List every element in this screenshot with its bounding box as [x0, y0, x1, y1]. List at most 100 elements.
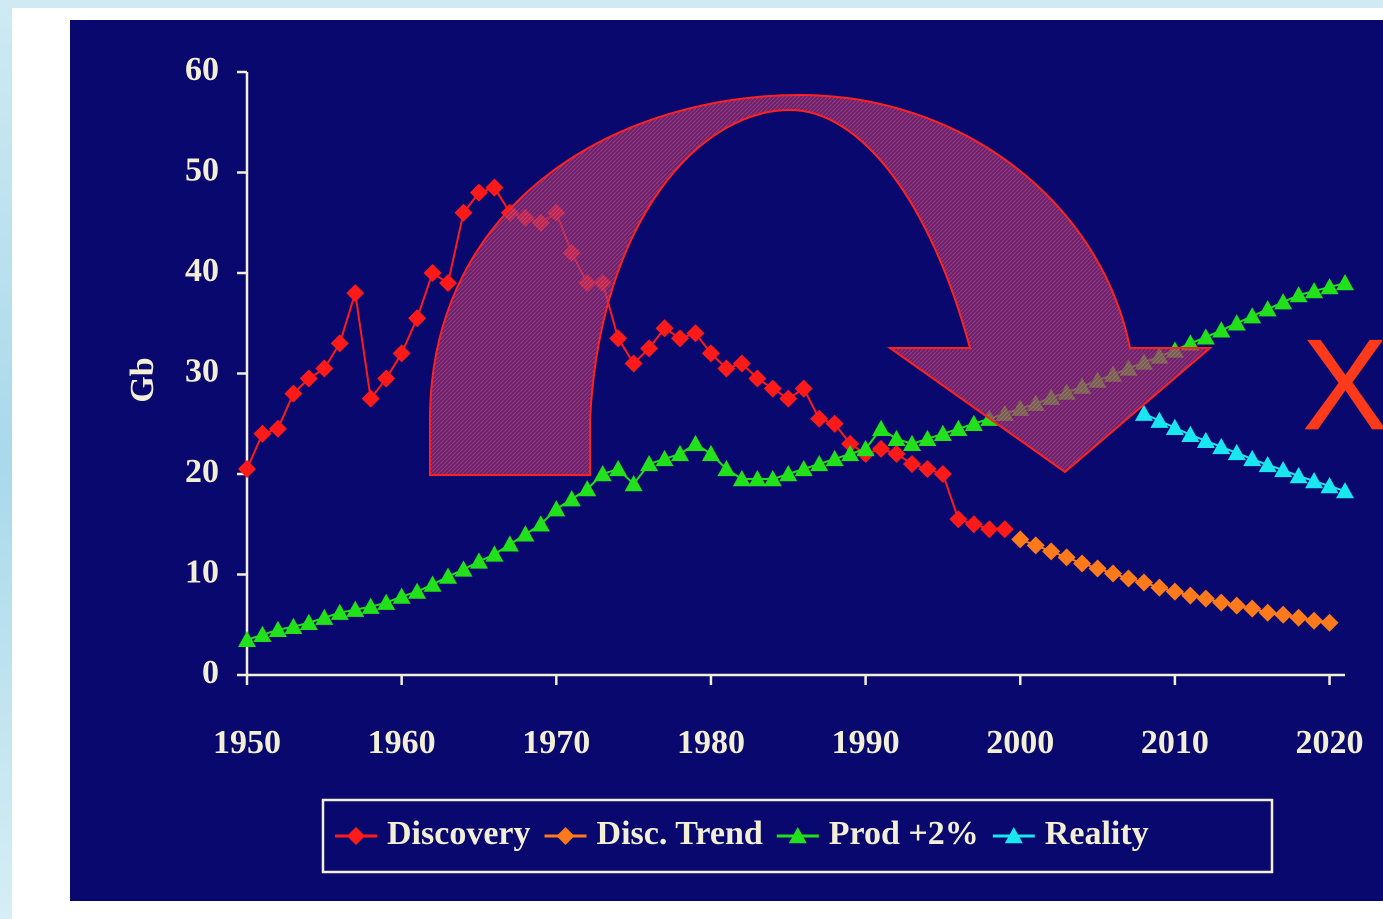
marker: [1289, 608, 1308, 627]
legend-label: Reality: [1045, 815, 1149, 852]
marker: [1057, 548, 1076, 567]
legend-box: [321, 798, 1274, 874]
marker: [1227, 596, 1246, 615]
marker: [299, 369, 318, 388]
marker: [485, 545, 504, 562]
marker: [1181, 425, 1200, 443]
marker: [671, 329, 690, 348]
marker: [1134, 573, 1153, 592]
marker: [593, 465, 612, 482]
marker: [361, 389, 380, 408]
marker: [902, 434, 921, 452]
marker: [640, 454, 659, 472]
marker: [1243, 307, 1262, 324]
marker: [887, 444, 906, 463]
marker: [1104, 564, 1123, 583]
marker: [392, 587, 411, 604]
marker: [423, 264, 442, 282]
marker: [949, 419, 968, 436]
marker: [454, 203, 473, 222]
legend-label: Discovery: [387, 815, 531, 852]
marker: [1165, 582, 1184, 601]
marker: [268, 620, 287, 637]
y-tick-label: 10: [185, 553, 219, 590]
marker: [439, 567, 458, 584]
marker: [887, 429, 906, 447]
marker: [1212, 437, 1231, 455]
marker: [1243, 599, 1262, 618]
marker: [964, 515, 983, 534]
marker: [1274, 605, 1293, 624]
marker: [872, 419, 891, 436]
x-tick-label: 2020: [1296, 724, 1364, 761]
marker: [686, 324, 705, 343]
marker: [238, 630, 256, 648]
marker: [1181, 334, 1200, 351]
marker: [377, 369, 396, 388]
marker: [423, 575, 442, 592]
x-tick-label: 1980: [677, 724, 745, 761]
marker: [856, 439, 875, 457]
legend-label: Disc. Trend: [597, 815, 763, 852]
marker: [1243, 449, 1262, 467]
marker: [469, 183, 488, 202]
marker: [1305, 472, 1324, 489]
x-tick-label: 1970: [522, 724, 590, 761]
marker: [330, 603, 349, 620]
marker: [788, 827, 807, 844]
marker: [1320, 477, 1339, 494]
marker: [1274, 293, 1293, 310]
marker: [1320, 613, 1339, 632]
marker: [779, 389, 798, 408]
marker: [686, 434, 705, 452]
marker: [1196, 328, 1215, 345]
x-tick-label: 1990: [832, 724, 900, 761]
marker: [1196, 589, 1215, 608]
marker: [825, 449, 844, 467]
marker: [556, 827, 575, 845]
marker: [1026, 536, 1045, 555]
legend-label: Prod +2%: [829, 815, 979, 852]
marker: [640, 339, 659, 358]
marker: [980, 520, 999, 539]
annotation: X: [1302, 311, 1383, 457]
marker: [732, 470, 751, 487]
marker: [701, 344, 720, 363]
marker: [330, 334, 349, 353]
marker: [701, 444, 720, 462]
x-tick-label: 1950: [213, 724, 281, 761]
marker: [1212, 321, 1231, 338]
marker: [1165, 418, 1184, 435]
marker: [918, 429, 937, 447]
marker: [1196, 431, 1215, 449]
marker: [1320, 278, 1339, 295]
marker: [825, 414, 844, 433]
marker: [1004, 827, 1023, 844]
marker: [995, 520, 1014, 539]
marker: [1258, 455, 1277, 473]
y-tick-label: 60: [185, 51, 219, 88]
marker: [347, 827, 365, 845]
marker: [902, 454, 921, 473]
marker: [469, 552, 488, 569]
y-tick-label: 20: [185, 453, 219, 490]
x-tick-label: 2000: [986, 724, 1054, 761]
curved-arrow: [429, 93, 1213, 476]
marker: [841, 444, 860, 462]
marker: [1227, 443, 1246, 461]
marker: [377, 593, 396, 610]
y-tick-label: 50: [185, 151, 219, 188]
marker: [253, 424, 272, 443]
marker: [1305, 611, 1324, 630]
marker: [361, 597, 380, 614]
marker: [392, 344, 411, 363]
marker: [1150, 411, 1169, 428]
marker: [562, 490, 581, 507]
marker: [1227, 314, 1246, 331]
marker: [346, 284, 365, 303]
marker: [779, 465, 798, 482]
marker: [841, 434, 860, 453]
marker: [964, 414, 983, 431]
